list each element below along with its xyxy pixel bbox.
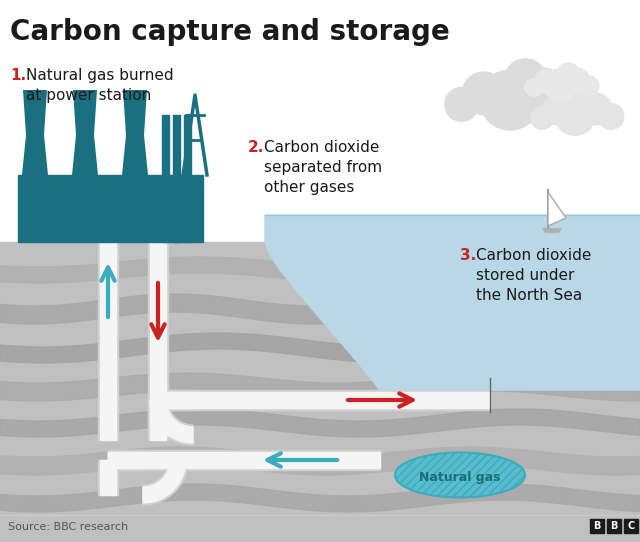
- Polygon shape: [265, 215, 640, 390]
- Bar: [590, 519, 604, 533]
- Polygon shape: [148, 242, 168, 440]
- Text: 1.: 1.: [10, 68, 26, 83]
- Polygon shape: [22, 90, 48, 175]
- Circle shape: [564, 67, 590, 93]
- Polygon shape: [150, 400, 166, 435]
- Bar: [173, 115, 180, 242]
- Text: Carbon capture and storage: Carbon capture and storage: [10, 18, 450, 46]
- Circle shape: [543, 68, 577, 102]
- Polygon shape: [108, 452, 143, 468]
- Polygon shape: [143, 460, 188, 505]
- Polygon shape: [122, 90, 148, 175]
- Polygon shape: [143, 460, 186, 503]
- Polygon shape: [148, 400, 168, 435]
- Polygon shape: [108, 450, 380, 470]
- Circle shape: [543, 82, 582, 122]
- Text: B: B: [611, 521, 618, 531]
- Bar: [162, 115, 169, 242]
- Circle shape: [530, 106, 554, 130]
- Polygon shape: [72, 90, 98, 175]
- Text: 2.: 2.: [248, 140, 264, 155]
- Circle shape: [534, 69, 557, 93]
- Polygon shape: [98, 242, 118, 440]
- Circle shape: [444, 87, 479, 122]
- Text: Carbon dioxide
stored under
the North Sea: Carbon dioxide stored under the North Se…: [476, 248, 591, 302]
- Text: 3.: 3.: [460, 248, 476, 263]
- Polygon shape: [548, 192, 566, 226]
- Circle shape: [479, 69, 541, 131]
- Polygon shape: [150, 242, 166, 440]
- Ellipse shape: [395, 453, 525, 498]
- Bar: [624, 519, 638, 533]
- Polygon shape: [158, 392, 193, 408]
- Polygon shape: [108, 452, 380, 468]
- Polygon shape: [148, 400, 193, 445]
- Text: Source: BBC research: Source: BBC research: [8, 522, 128, 532]
- Text: Natural gas burned
at power station: Natural gas burned at power station: [26, 68, 173, 103]
- Circle shape: [570, 87, 600, 117]
- Circle shape: [579, 93, 612, 126]
- Bar: [184, 115, 191, 242]
- Polygon shape: [100, 460, 116, 495]
- Polygon shape: [158, 390, 193, 410]
- Text: Carbon dioxide
separated from
other gases: Carbon dioxide separated from other gase…: [264, 140, 382, 195]
- Circle shape: [461, 72, 506, 115]
- Polygon shape: [158, 392, 490, 408]
- Circle shape: [504, 58, 547, 102]
- Bar: [18, 175, 203, 242]
- Circle shape: [578, 75, 600, 97]
- Polygon shape: [150, 400, 193, 443]
- Text: B: B: [593, 521, 601, 531]
- Circle shape: [542, 95, 572, 126]
- Circle shape: [554, 94, 596, 136]
- Bar: [0, 242, 640, 542]
- Text: Natural gas: Natural gas: [419, 472, 500, 485]
- Circle shape: [516, 67, 565, 115]
- Polygon shape: [542, 228, 562, 233]
- Circle shape: [524, 78, 543, 97]
- Polygon shape: [100, 242, 116, 440]
- Polygon shape: [158, 390, 490, 410]
- Circle shape: [598, 103, 625, 130]
- Polygon shape: [108, 450, 143, 470]
- Text: C: C: [627, 521, 635, 531]
- Polygon shape: [98, 460, 118, 495]
- Bar: [607, 519, 621, 533]
- Circle shape: [556, 62, 580, 86]
